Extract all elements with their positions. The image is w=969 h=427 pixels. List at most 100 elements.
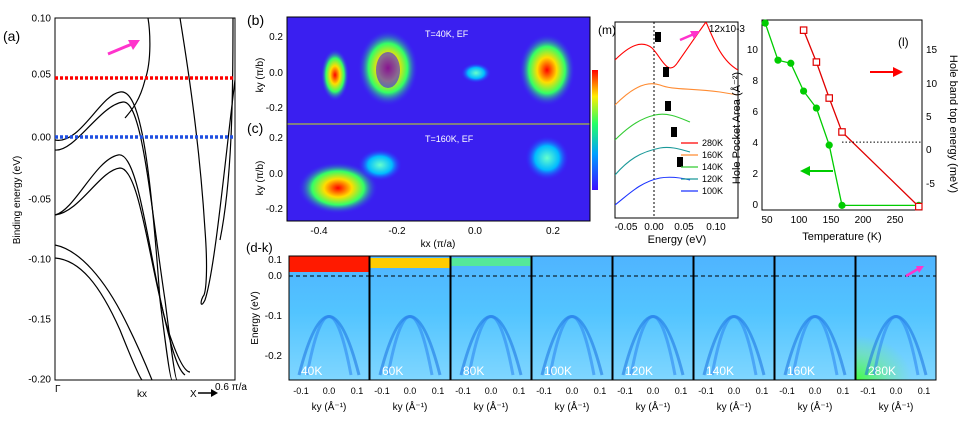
cut-frame [531, 255, 613, 381]
cut-xtick: 0.0 [890, 386, 903, 396]
data-point [825, 141, 833, 149]
data-point [812, 58, 821, 66]
cut-xtick: -0.1 [455, 386, 471, 396]
map-b-spot [321, 49, 349, 101]
hole-band [710, 315, 758, 376]
map-b-ytick: 0.2 [269, 32, 283, 43]
arpes-cut-280K: 280K -0.1 0.0 0.1 ky (Å⁻¹) [855, 255, 937, 413]
legend-100K: 100K [702, 186, 723, 196]
cut-xtick: 0.0 [323, 386, 336, 396]
data-point [800, 87, 808, 95]
cut-xtick: 0.1 [918, 386, 931, 396]
panel-b-label: (b) [247, 12, 264, 28]
panel-m-arrowhead [690, 31, 700, 39]
cut-frame [369, 255, 451, 381]
cut-hot-band [451, 258, 531, 266]
panel-l-xtick: 250 [887, 215, 904, 226]
panel-dk-ytick-top: 0.1 [268, 255, 282, 266]
panel-c-label: (c) [247, 120, 263, 136]
map-c-ytick: 0.0 [269, 169, 283, 180]
panel-l-right-ylabel: Hole band top energy (meV) [947, 55, 959, 193]
panel-l-left-tick: 0 [752, 200, 758, 211]
cut-xlabel: ky (Å⁻¹) [879, 400, 914, 413]
cut-xtick: -0.1 [698, 386, 714, 396]
cut-xlabel: ky (Å⁻¹) [636, 400, 671, 413]
map-b-right-pocket [519, 34, 575, 106]
panel-dk-label: (d-k) [246, 240, 273, 255]
panel-l-red-axis-arrowhead [893, 67, 903, 77]
data-point [761, 19, 769, 27]
panel-a-ytick: 0.05 [32, 70, 52, 81]
panel-l-xlabel: Temperature (K) [802, 231, 881, 243]
panel-m: (m) 280K 160K 140K 120K [598, 21, 739, 246]
cut-xtick: -0.1 [293, 386, 309, 396]
panel-l-xtick: 200 [855, 215, 872, 226]
panel-a-x: X [190, 389, 197, 400]
panel-l-left-tick: 2 [752, 169, 758, 180]
panel-l-xtick: 150 [823, 215, 840, 226]
cut-temperature-label: 160K [787, 364, 815, 378]
cut-xtick: 0.0 [647, 386, 660, 396]
panel-a-xend: 0.6 π/a [215, 382, 247, 393]
map-c-ylabel: ky (π/b) [255, 161, 266, 196]
panel-l-label: (l) [898, 35, 909, 49]
cut-xlabel: ky (Å⁻¹) [312, 400, 347, 413]
cut-xtick: 0.1 [594, 386, 607, 396]
arpes-cut-60K: 60K -0.1 0.0 0.1 ky (Å⁻¹) [369, 255, 451, 413]
hole-band [386, 315, 434, 376]
panel-dk: (d-k) 0.0 -0.1 -0.2 0.1 Energy (eV) 40K -… [246, 240, 937, 413]
cut-temperature-label: 280K [868, 364, 896, 378]
legend-120K: 120K [702, 174, 723, 184]
map-xtick: 0.0 [468, 226, 482, 237]
cut-frame [774, 255, 856, 381]
panel-m-xtick: 0.10 [706, 222, 726, 233]
map-c-right-spot [525, 136, 569, 180]
panel-l-green-axis-arrowhead [800, 166, 810, 176]
panel-l-left-tick: 6 [752, 107, 758, 118]
cut-xtick: 0.1 [675, 386, 688, 396]
panel-a-ytick: -0.10 [28, 255, 51, 266]
cut-green-glow [856, 316, 936, 380]
panel-l-exponent: 12x10-3 [709, 24, 746, 35]
panel-l-right-tick: -5 [926, 179, 935, 190]
panel-a-ytick: -0.20 [28, 375, 51, 386]
cut-frame [693, 255, 775, 381]
data-point [838, 128, 846, 136]
cut-xtick: -0.1 [860, 386, 876, 396]
map-c-annotation: T=160K, EF [425, 134, 474, 144]
panel-l-xtick: 100 [791, 215, 808, 226]
cut-xlabel: ky (Å⁻¹) [393, 400, 428, 413]
legend-140K: 140K [702, 162, 723, 172]
arpes-cut-160K: 160K -0.1 0.0 0.1 ky (Å⁻¹) [774, 255, 856, 413]
arpes-cut-100K: 100K -0.1 0.0 0.1 ky (Å⁻¹) [531, 255, 613, 413]
panel-m-xtick: 0.00 [644, 222, 664, 233]
cut-xtick: 0.1 [756, 386, 769, 396]
panel-a-frame [54, 17, 236, 381]
series-line-1 [802, 29, 920, 208]
map-b-pocket-hole [376, 52, 400, 88]
panel-l-left-tick: 8 [752, 76, 758, 87]
panel-m-xtick: -0.05 [615, 222, 638, 233]
panel-a-ylabel: Binding energy (eV) [12, 156, 23, 244]
panel-l-series [761, 19, 923, 211]
panel-l: (l) 12x10-3 10 8 6 4 2 0 Hole Pocket Are… [709, 19, 959, 243]
magenta-arrow [107, 42, 133, 56]
panel-a-ytick: -0.15 [28, 315, 51, 326]
cut-xtick: 0.1 [837, 386, 850, 396]
maps-frame [286, 16, 591, 222]
cut-magenta-arrow [905, 267, 919, 278]
panel-l-right-tick: 15 [926, 45, 938, 56]
panel-a-label: (a) [3, 28, 20, 44]
cut-temperature-label: 60K [382, 364, 403, 378]
data-point [825, 94, 834, 102]
arpes-cut-120K: 120K -0.1 0.0 0.1 ky (Å⁻¹) [612, 255, 694, 413]
map-c-mid-spot [358, 149, 402, 181]
panel-l-xtick: 50 [761, 215, 773, 226]
data-point [799, 26, 808, 34]
panel-l-right-tick: 0 [926, 145, 932, 156]
cut-xlabel: ky (Å⁻¹) [555, 400, 590, 413]
hole-band [305, 315, 353, 376]
arpes-cut-40K: 40K -0.1 0.0 0.1 ky (Å⁻¹) [288, 255, 370, 413]
legend-160K: 160K [702, 150, 723, 160]
cut-frame [855, 255, 937, 381]
